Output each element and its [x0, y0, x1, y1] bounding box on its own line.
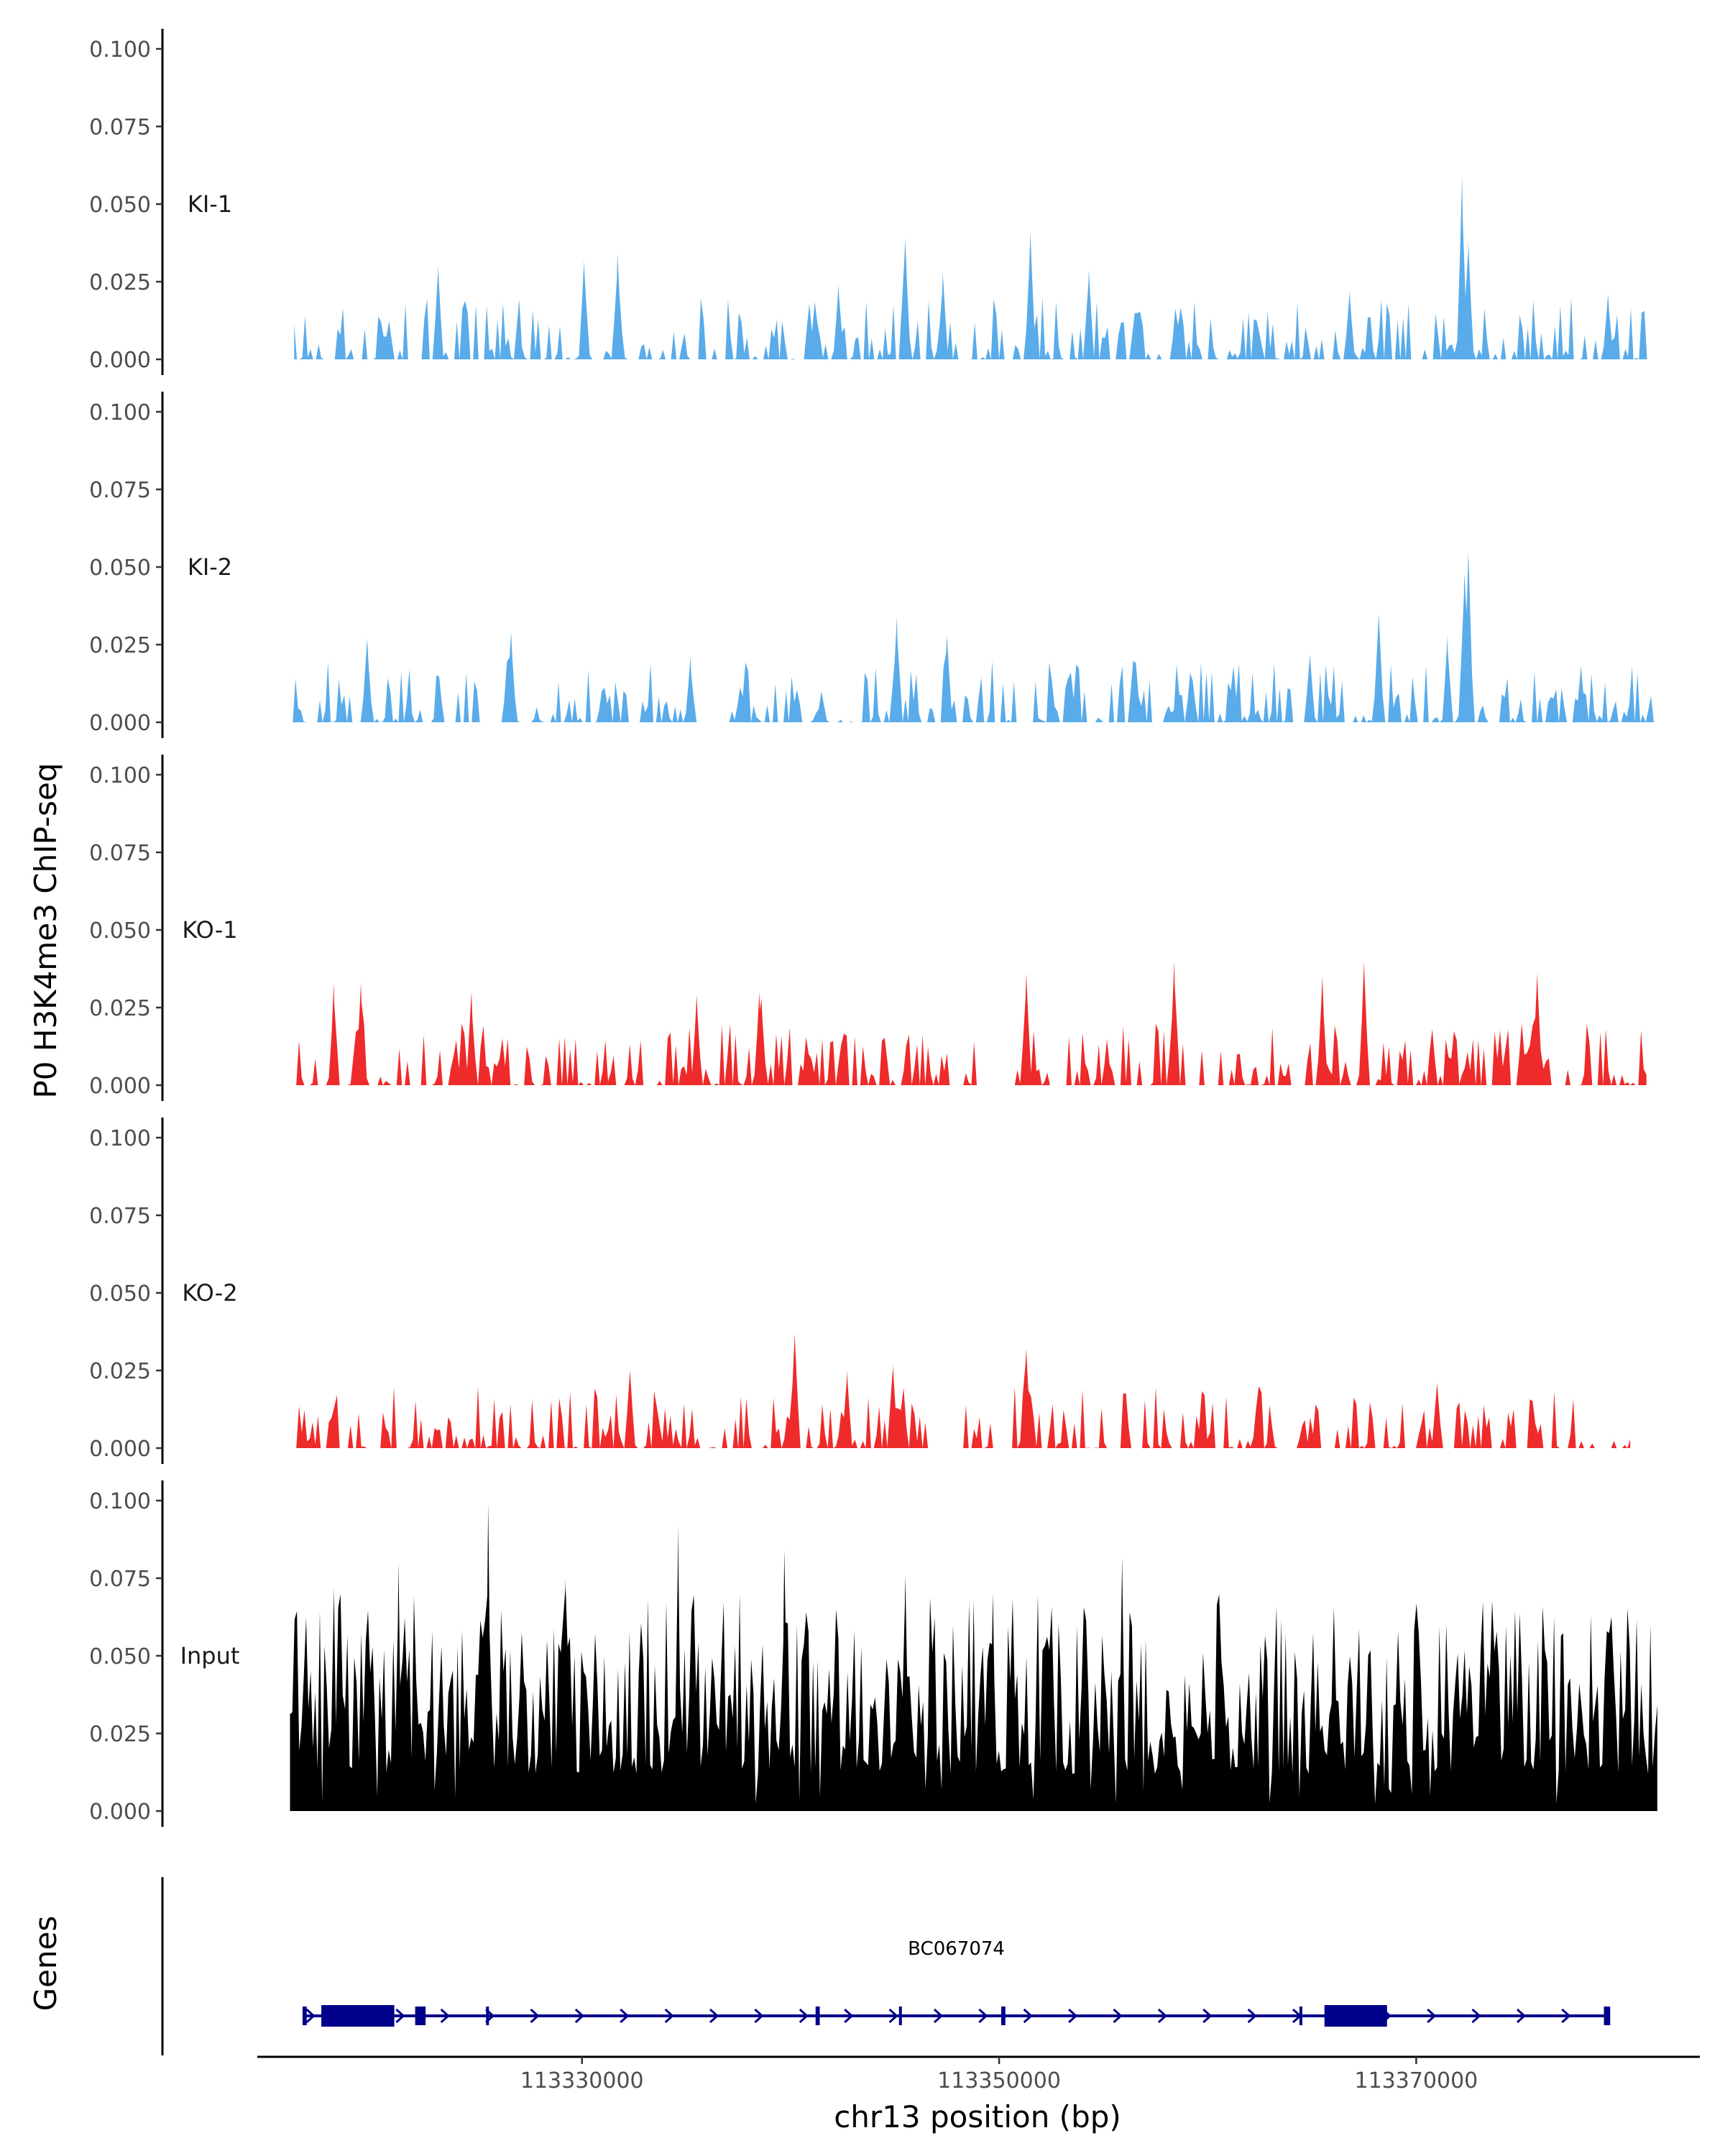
tracks-layer: 0.0000.0250.0500.0750.100KI-10.0000.0250…	[89, 29, 1658, 1827]
gene-exon	[1324, 2005, 1387, 2027]
y-tick-label: 0.025	[89, 270, 151, 295]
track-label: KI-1	[188, 190, 232, 218]
y-tick-label: 0.000	[89, 1074, 151, 1099]
y-tick-label: 0.075	[89, 478, 151, 503]
y-tick-label: 0.050	[89, 556, 151, 581]
strand-arrow	[709, 2008, 719, 2024]
coverage-area	[290, 551, 1657, 722]
strand-arrow	[1202, 2008, 1213, 2024]
strand-arrow	[1337, 2008, 1347, 2024]
strand-arrow	[799, 2008, 809, 2024]
track-ki-2: 0.000 0.025 0.050 0.075 0.100 KI-2	[89, 392, 1657, 738]
strand-arrow	[844, 2008, 854, 2024]
gene-exon	[486, 2007, 489, 2025]
genes-axis-title: Genes	[28, 1916, 63, 2012]
coverage-area	[294, 176, 1658, 359]
x-axis: 113330000 113350000 113370000	[257, 2055, 1700, 2093]
y-tick-label: 0.025	[89, 633, 151, 658]
coverage-area	[296, 1333, 1631, 1448]
strand-arrow	[1381, 2008, 1392, 2024]
x-tick-label: 113330000	[520, 2068, 644, 2093]
strand-arrow	[530, 2008, 540, 2024]
track-label: KO-1	[182, 916, 237, 944]
genes-panel: Genes BC067074	[28, 1877, 1611, 2055]
gene-exon	[415, 2007, 426, 2025]
y-tick-label: 0.000	[89, 1800, 151, 1825]
y-axis-title: P0 H3K4me3 ChIP-seq	[28, 763, 63, 1098]
strand-arrow	[978, 2008, 988, 2024]
y-tick-label: 0.100	[89, 1126, 151, 1151]
y-tick-label: 0.000	[89, 711, 151, 736]
x-axis-title: chr13 position (bp)	[834, 2099, 1121, 2134]
track-ko-1: 0.000 0.025 0.050 0.075 0.100 KO-1	[89, 755, 1647, 1101]
gene-name-label: BC067074	[908, 1938, 1005, 1960]
y-tick-label: 0.100	[89, 37, 151, 63]
track-ko-2: 0.000 0.025 0.050 0.075 0.100 KO-2	[89, 1118, 1631, 1464]
strand-arrow	[1427, 2008, 1437, 2024]
track-input: 0.000 0.025 0.050 0.075 0.100 Input	[89, 1480, 1657, 1827]
strand-arrow	[485, 2008, 495, 2024]
strand-arrow	[440, 2008, 450, 2024]
y-tick-label: 0.075	[89, 1204, 151, 1229]
strand-arrow	[754, 2008, 764, 2024]
x-tick-label: 113350000	[937, 2068, 1061, 2093]
gene-exon	[815, 2007, 820, 2025]
y-tick-label: 0.050	[89, 1281, 151, 1307]
track-label: Input	[180, 1642, 240, 1669]
y-tick-label: 0.100	[89, 400, 151, 425]
y-tick-label: 0.025	[89, 996, 151, 1021]
track-ki-1: 0.000 0.025 0.050 0.075 0.100 KI-1	[89, 29, 1658, 375]
strand-arrow	[395, 2008, 405, 2024]
strand-arrow	[574, 2008, 585, 2024]
y-tick-label: 0.000	[89, 1437, 151, 1462]
strand-arrow	[350, 2008, 361, 2024]
gene-exon	[1000, 2007, 1006, 2025]
y-tick-label: 0.050	[89, 918, 151, 944]
y-tick-label: 0.025	[89, 1722, 151, 1747]
strand-arrow	[664, 2008, 674, 2024]
y-tick-label: 0.075	[89, 1567, 151, 1592]
y-tick-label: 0.075	[89, 841, 151, 866]
strand-arrow	[305, 2008, 316, 2024]
strand-arrow	[1157, 2008, 1168, 2024]
y-tick-label: 0.050	[89, 1644, 151, 1669]
gene-exon	[898, 2007, 902, 2025]
coverage-area	[296, 961, 1647, 1085]
y-tick-label: 0.075	[89, 115, 151, 140]
strand-arrow	[1068, 2008, 1078, 2024]
y-tick-label: 0.025	[89, 1359, 151, 1384]
y-tick-label: 0.000	[89, 348, 151, 373]
x-tick-label: 113370000	[1354, 2068, 1478, 2093]
strand-arrow	[1516, 2008, 1527, 2024]
strand-arrow	[1561, 2008, 1571, 2024]
y-tick-label: 0.100	[89, 763, 151, 788]
track-label: KI-2	[188, 553, 232, 581]
track-label: KO-2	[182, 1279, 237, 1307]
strand-arrow	[1247, 2008, 1257, 2024]
strand-arrow	[1292, 2008, 1302, 2024]
strand-arrow	[620, 2008, 630, 2024]
strand-arrow	[1023, 2008, 1033, 2024]
strand-arrow	[1471, 2008, 1481, 2024]
strand-arrow	[1113, 2008, 1123, 2024]
coverage-area	[290, 1503, 1657, 1811]
y-tick-label: 0.100	[89, 1489, 151, 1514]
gene-exon	[1604, 2007, 1611, 2025]
gene-exon	[302, 2007, 307, 2025]
strand-arrow	[888, 2008, 898, 2024]
strand-arrow	[933, 2008, 944, 2024]
y-tick-label: 0.050	[89, 193, 151, 218]
